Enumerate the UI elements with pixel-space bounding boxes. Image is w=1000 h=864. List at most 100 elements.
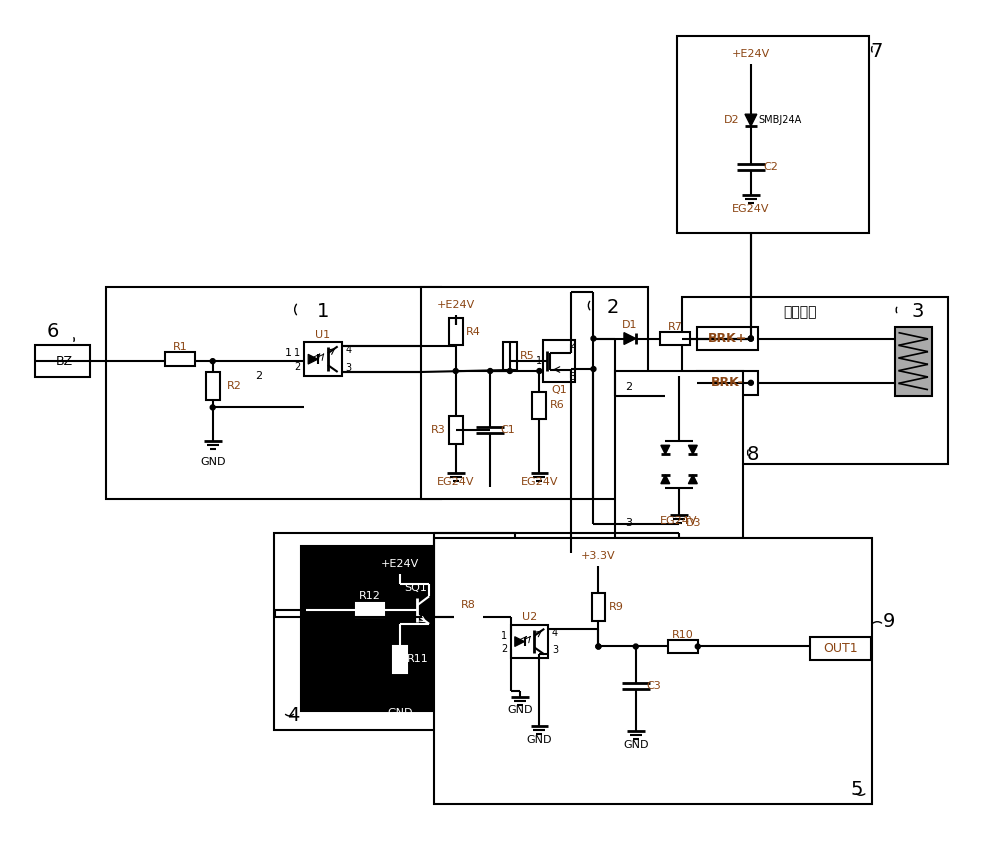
Text: R9: R9	[609, 602, 624, 612]
Text: 1: 1	[285, 348, 292, 359]
Text: R6: R6	[550, 400, 564, 410]
Bar	[274, 533, 515, 730]
Circle shape	[695, 644, 700, 649]
Text: D2: D2	[723, 115, 739, 125]
Text: 4: 4	[287, 706, 300, 725]
Text: 2: 2	[294, 362, 300, 372]
Text: EG24V: EG24V	[732, 204, 770, 213]
Bar	[421, 288, 648, 499]
Text: GND: GND	[527, 735, 552, 745]
Polygon shape	[688, 475, 697, 484]
Text: SQ1: SQ1	[404, 583, 427, 594]
Bar	[35, 346, 90, 377]
Bar	[503, 342, 517, 370]
Text: 6: 6	[46, 322, 59, 341]
Polygon shape	[661, 475, 670, 484]
Text: 4: 4	[345, 346, 352, 355]
Text: R10: R10	[672, 630, 694, 639]
Bar	[615, 371, 743, 538]
Text: Q1: Q1	[551, 384, 567, 395]
Text: 2: 2	[255, 371, 263, 381]
Circle shape	[210, 405, 215, 410]
Bar	[660, 332, 690, 346]
Text: BRK+: BRK+	[708, 332, 747, 345]
Text: +E24V: +E24V	[732, 49, 770, 59]
Polygon shape	[308, 354, 318, 364]
Text: 3: 3	[912, 302, 924, 321]
Bar	[106, 288, 441, 499]
Text: GND: GND	[387, 708, 412, 718]
Circle shape	[596, 644, 601, 649]
Text: GND: GND	[200, 456, 225, 467]
Text: R2: R2	[227, 381, 242, 391]
Text: 1: 1	[317, 302, 329, 321]
Text: 2: 2	[501, 645, 507, 654]
Text: R1: R1	[173, 342, 188, 353]
Circle shape	[591, 336, 596, 341]
Text: R3: R3	[431, 425, 445, 435]
Circle shape	[633, 644, 638, 649]
Text: 2: 2	[625, 382, 632, 391]
Bar	[393, 645, 407, 673]
Text: EG24V: EG24V	[521, 477, 558, 487]
Text: R4: R4	[466, 327, 481, 337]
Text: C1: C1	[500, 425, 515, 435]
Text: +E24V: +E24V	[381, 559, 419, 569]
Bar	[532, 391, 546, 419]
Bar	[304, 342, 342, 376]
Text: 5: 5	[851, 779, 863, 798]
Text: 4: 4	[552, 628, 558, 638]
Bar	[165, 353, 195, 366]
Bar	[511, 625, 548, 658]
Polygon shape	[745, 114, 757, 126]
Text: R7: R7	[668, 321, 683, 332]
Polygon shape	[661, 445, 670, 454]
Bar	[677, 36, 869, 233]
Polygon shape	[624, 333, 636, 345]
Text: 3: 3	[552, 645, 558, 656]
Text: 1: 1	[536, 356, 542, 366]
Bar	[682, 297, 948, 465]
Circle shape	[596, 644, 601, 649]
Text: R5: R5	[520, 352, 535, 361]
Circle shape	[748, 336, 753, 341]
Circle shape	[507, 369, 512, 373]
Text: U2: U2	[522, 612, 537, 622]
Text: 7: 7	[871, 41, 883, 60]
Text: 抱闸装置: 抱闸装置	[783, 305, 817, 319]
Text: D1: D1	[622, 320, 638, 330]
Bar	[434, 538, 872, 804]
Text: D3: D3	[686, 518, 702, 528]
Text: R11: R11	[406, 654, 428, 664]
Bar	[393, 645, 407, 673]
Polygon shape	[515, 637, 525, 646]
Bar	[668, 639, 698, 653]
Text: GND: GND	[623, 740, 649, 750]
Bar	[356, 603, 384, 617]
Bar	[449, 416, 463, 444]
Text: R8: R8	[461, 600, 476, 610]
Bar	[449, 318, 463, 346]
Polygon shape	[688, 445, 697, 454]
Text: BRK-: BRK-	[711, 377, 744, 390]
Text: OUT1: OUT1	[823, 642, 858, 655]
Text: SMBJ24A: SMBJ24A	[759, 115, 802, 125]
Text: +E24V: +E24V	[437, 300, 475, 310]
Bar	[895, 327, 932, 396]
Text: U1: U1	[315, 329, 330, 340]
Circle shape	[453, 369, 458, 373]
Text: 1: 1	[501, 631, 507, 641]
Text: C2: C2	[763, 162, 778, 172]
Bar	[356, 603, 384, 617]
Text: 2: 2	[570, 340, 576, 351]
Circle shape	[210, 359, 215, 364]
Text: 9: 9	[882, 613, 895, 632]
Circle shape	[488, 369, 493, 373]
Circle shape	[748, 380, 753, 385]
Circle shape	[591, 366, 596, 372]
Bar	[810, 637, 871, 660]
Text: C3: C3	[646, 681, 661, 691]
Bar	[543, 340, 575, 382]
Text: R12: R12	[359, 591, 381, 601]
Bar	[697, 371, 758, 395]
